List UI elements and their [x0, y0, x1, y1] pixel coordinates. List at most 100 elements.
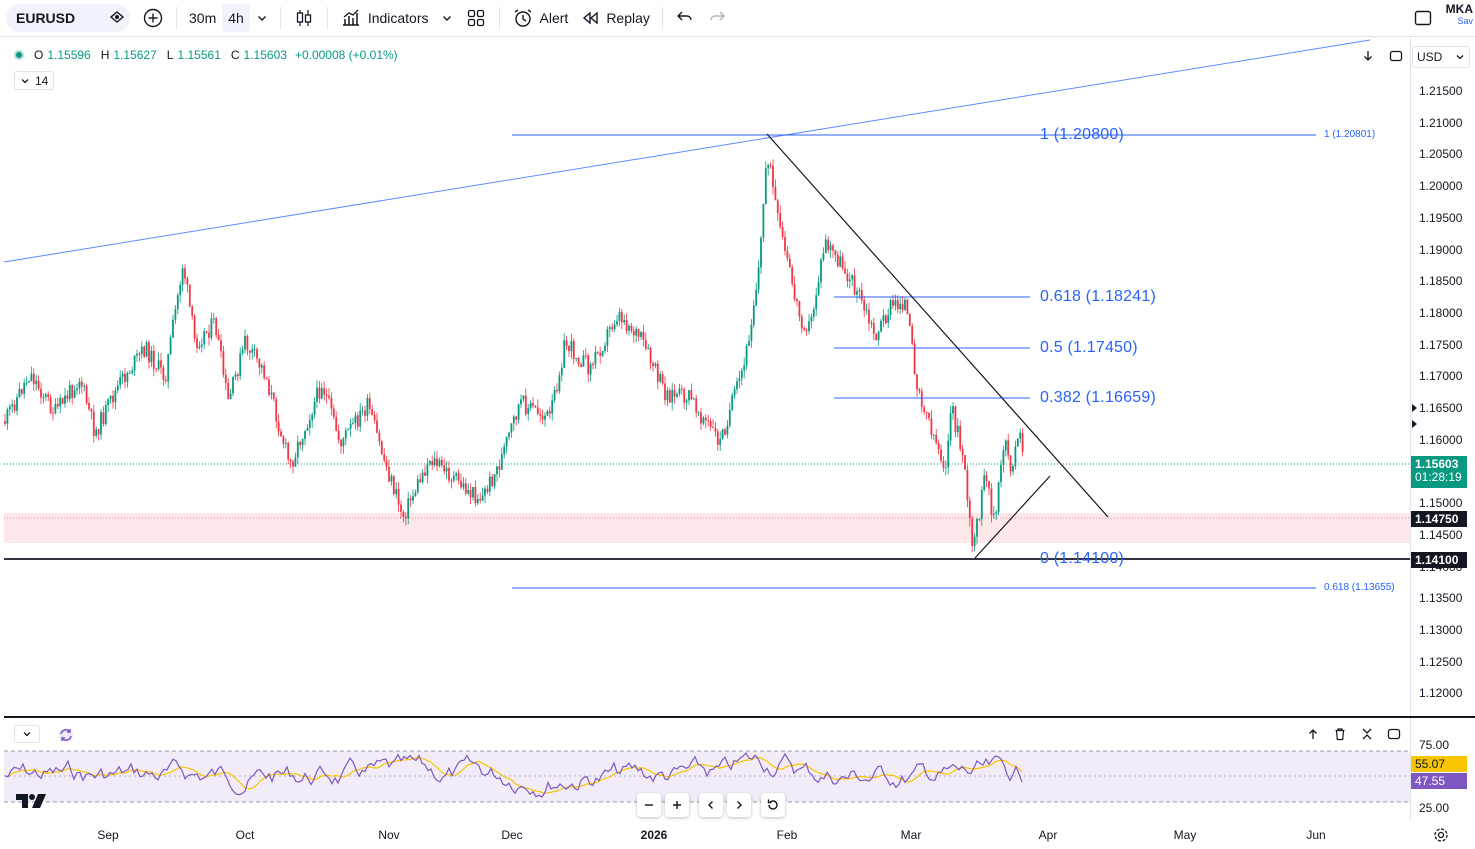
candle-body: [784, 237, 786, 252]
rsi-ma-value-tag: 55.07: [1411, 756, 1467, 772]
indicators-collapse-button[interactable]: 14: [14, 71, 55, 90]
candle-body: [779, 212, 782, 228]
chart-type-button[interactable]: [287, 4, 321, 32]
symbol-search-button[interactable]: EURUSD: [6, 4, 130, 32]
rsi-axis[interactable]: 75.00 25.00 55.07 47.55: [1410, 718, 1475, 820]
candle-body: [510, 423, 513, 433]
replay-button[interactable]: Replay: [574, 4, 656, 32]
fullscreen-button[interactable]: [1406, 4, 1440, 32]
account-button[interactable]: MKA Sav: [1435, 2, 1475, 34]
interval-dropdown[interactable]: [250, 4, 274, 32]
reset-icon: [767, 799, 778, 810]
candle-body: [270, 392, 273, 395]
candle-body: [836, 254, 839, 267]
candle-body: [167, 354, 170, 382]
candle-body: [556, 390, 558, 392]
candle-body: [916, 374, 918, 390]
layouts-button[interactable]: [459, 4, 493, 32]
rsi-collapse-button[interactable]: [14, 725, 40, 743]
candle-body: [150, 350, 153, 363]
price-chart-canvas[interactable]: [0, 38, 1410, 716]
rsi-value-tag: 47.55: [1411, 773, 1467, 789]
scroll-right-button[interactable]: [727, 793, 751, 817]
candle-body: [340, 439, 342, 447]
tradingview-logo-icon[interactable]: [16, 792, 48, 810]
move-pane-up-button[interactable]: [1301, 724, 1325, 744]
candle-body: [148, 342, 150, 363]
candle-body: [644, 339, 647, 349]
candle-body: [361, 410, 364, 412]
candle-body: [714, 428, 717, 432]
candle-body: [736, 381, 738, 390]
candle-body: [184, 268, 186, 279]
candle-body: [198, 346, 201, 349]
candle-body: [709, 420, 712, 427]
zoom-out-button[interactable]: [637, 793, 661, 817]
toolbar-divider: [176, 7, 177, 29]
undo-button[interactable]: [669, 4, 701, 32]
candle-body: [304, 430, 306, 439]
candle-body: [344, 430, 347, 439]
candle-body: [793, 283, 796, 299]
candle-body: [335, 416, 338, 431]
compare-symbol-button[interactable]: [136, 4, 170, 32]
candle-body: [635, 328, 638, 336]
candle-body: [928, 413, 930, 419]
scroll-down-button[interactable]: [1356, 46, 1380, 66]
candle-body: [961, 448, 964, 456]
candle-body: [755, 289, 758, 306]
candle-body: [678, 388, 681, 394]
candle-body: [726, 425, 729, 435]
candle-body: [306, 428, 309, 431]
currency-select[interactable]: USD: [1412, 46, 1470, 68]
zoom-in-button[interactable]: [665, 793, 689, 817]
long-trend-line[interactable]: [3, 39, 1371, 263]
candle-body: [37, 380, 40, 389]
candle-body: [565, 340, 568, 346]
interval-30m-button[interactable]: 30m: [189, 10, 217, 26]
candle-body: [750, 324, 753, 341]
rsi-sync-button[interactable]: [56, 725, 76, 750]
pane-separator[interactable]: [4, 716, 1475, 718]
candle-body: [292, 461, 294, 467]
scroll-left-button[interactable]: [699, 793, 723, 817]
maximize-pane-button[interactable]: [1384, 46, 1408, 66]
indicators-button[interactable]: Indicators: [334, 4, 435, 32]
candle-body: [445, 467, 448, 472]
ascending-trend-line[interactable]: [974, 475, 1051, 559]
maximize-rsi-pane-button[interactable]: [1382, 724, 1406, 744]
redo-button[interactable]: [701, 4, 733, 32]
candle-body: [1009, 455, 1012, 472]
interval-4h-button[interactable]: 4h: [222, 4, 250, 32]
indicators-dropdown[interactable]: [435, 4, 459, 32]
candlestick-series: [4, 159, 1024, 553]
candle-body: [364, 410, 366, 416]
price-tick: 1.17000: [1419, 369, 1463, 384]
price-axis[interactable]: 1.21500 1.21000 1.20500 1.20000 1.19500 1.190…: [1410, 38, 1475, 718]
symbol-details-icon[interactable]: [108, 8, 126, 29]
candle-body: [707, 420, 710, 422]
chart-settings-button[interactable]: [1432, 826, 1450, 849]
candle-body: [536, 407, 539, 414]
alert-button[interactable]: Alert: [506, 4, 575, 32]
candle-body: [558, 375, 561, 392]
fib-ext-label-0618: 0.618 (1.13655): [1324, 582, 1395, 593]
candle-body: [104, 405, 107, 424]
reset-chart-button[interactable]: [761, 793, 785, 817]
market-open-indicator[interactable]: [14, 50, 24, 60]
candle-body: [1012, 466, 1014, 472]
collapse-pane-button[interactable]: [1355, 724, 1379, 744]
descending-trend-line[interactable]: [766, 133, 1109, 518]
candle-body: [728, 409, 731, 426]
supply-demand-zone[interactable]: [4, 513, 1410, 543]
price-tick: 1.16000: [1419, 432, 1463, 447]
candle-body: [481, 495, 484, 501]
candle-body: [1007, 440, 1010, 456]
rsi-line: [4, 752, 1023, 798]
candle-body: [762, 203, 765, 238]
candle-body: [30, 373, 33, 381]
time-axis[interactable]: Sep Oct Nov Dec 2026 Feb Mar Apr May Jun: [0, 820, 1410, 849]
delete-pane-button[interactable]: [1328, 724, 1352, 744]
candle-body: [952, 406, 954, 414]
candle-body: [107, 399, 110, 406]
